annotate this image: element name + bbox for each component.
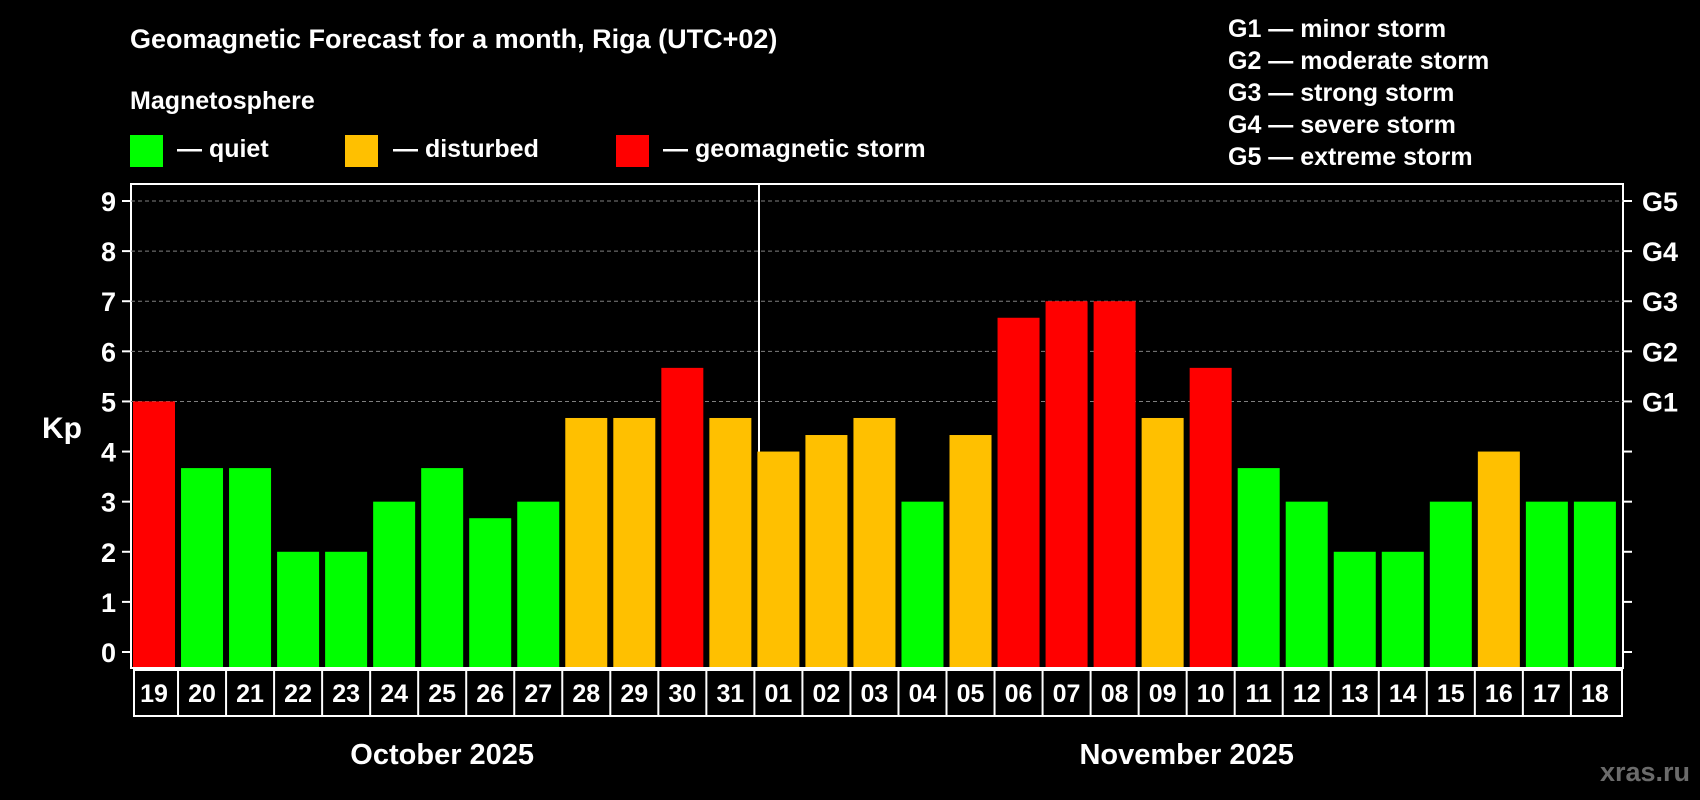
date-label: 18	[1581, 680, 1609, 708]
date-label: 11	[1245, 680, 1272, 708]
legend-storm-swatch	[616, 135, 649, 167]
g5-legend-text: G5 — extreme storm	[1228, 143, 1473, 171]
date-label: 29	[620, 680, 648, 708]
y-tick-label: 1	[101, 588, 116, 618]
date-label: 12	[1293, 680, 1321, 708]
date-label: 07	[1053, 680, 1081, 708]
g1-legend-text: G1 — minor storm	[1228, 15, 1446, 43]
date-label: 13	[1341, 680, 1369, 708]
watermark: xras.ru	[1600, 757, 1690, 787]
bar	[1141, 417, 1184, 667]
date-label: 04	[909, 680, 937, 708]
legend-title: Magnetosphere	[130, 87, 315, 115]
date-label: 14	[1389, 680, 1417, 708]
date-label: 15	[1437, 680, 1465, 708]
date-label: 09	[1149, 680, 1177, 708]
date-label: 06	[1005, 680, 1033, 708]
y-tick-label: 2	[101, 538, 116, 568]
date-label: 03	[861, 680, 889, 708]
bar	[1477, 451, 1520, 667]
bar	[517, 501, 560, 667]
bar	[565, 417, 608, 667]
chart-title: Geomagnetic Forecast for a month, Riga (…	[130, 24, 777, 54]
bar	[1093, 301, 1136, 667]
g2-legend-text: G2 — moderate storm	[1228, 47, 1489, 75]
date-label: 05	[957, 680, 985, 708]
legend-quiet-label: — quiet	[177, 135, 269, 163]
bar	[373, 501, 416, 667]
date-label: 08	[1101, 680, 1129, 708]
bar	[325, 551, 368, 667]
date-label: 16	[1485, 680, 1513, 708]
bar	[901, 501, 944, 667]
date-label: 25	[428, 680, 456, 708]
month-label: November 2025	[1079, 739, 1293, 771]
legend-quiet-swatch	[130, 135, 163, 167]
y-tick-label: 3	[101, 488, 116, 518]
bar	[229, 468, 272, 667]
y-tick-label: 9	[101, 187, 116, 217]
date-label: 28	[572, 680, 600, 708]
plot-area-frame	[130, 183, 1624, 669]
bar	[1429, 501, 1472, 667]
date-label: 31	[716, 680, 744, 708]
y-tick-label: 4	[101, 438, 116, 468]
date-label: 23	[332, 680, 360, 708]
bar	[1189, 367, 1232, 667]
date-row-frame	[133, 669, 1623, 717]
bar	[853, 417, 896, 667]
g-scale-label: G3	[1642, 287, 1678, 317]
g-scale-label: G5	[1642, 187, 1678, 217]
bar	[613, 417, 656, 667]
bar	[1237, 468, 1280, 667]
date-label: 26	[476, 680, 504, 708]
bar	[757, 451, 800, 667]
bar	[133, 401, 175, 667]
bar	[949, 435, 992, 667]
bar	[709, 417, 752, 667]
bar	[997, 317, 1040, 667]
bar	[181, 468, 224, 667]
bar	[1045, 301, 1088, 667]
y-tick-label: 0	[101, 638, 116, 668]
date-label: 20	[188, 680, 216, 708]
g-scale-label: G2	[1642, 337, 1678, 367]
date-label: 30	[668, 680, 696, 708]
date-label: 19	[140, 680, 168, 708]
bar	[661, 367, 704, 667]
y-tick-label: 6	[101, 337, 116, 367]
legend-storm-label: — geomagnetic storm	[663, 135, 926, 163]
month-label: October 2025	[350, 739, 534, 771]
y-axis-label: Kp	[42, 412, 82, 445]
g-scale-label: G1	[1642, 387, 1678, 417]
bar	[1381, 551, 1424, 667]
bar	[1573, 501, 1616, 667]
bar	[1285, 501, 1328, 667]
bar	[469, 518, 512, 667]
date-label: 01	[764, 680, 792, 708]
g3-legend-text: G3 — strong storm	[1228, 79, 1454, 107]
legend-disturbed-swatch	[345, 135, 378, 167]
y-tick-label: 5	[101, 387, 116, 417]
y-tick-label: 8	[101, 237, 116, 267]
date-label: 21	[236, 680, 264, 708]
g-scale-label: G4	[1642, 237, 1678, 267]
bar	[805, 435, 848, 667]
bar	[1333, 551, 1376, 667]
bar	[277, 551, 320, 667]
date-label: 02	[813, 680, 841, 708]
date-label: 24	[380, 680, 408, 708]
bar	[421, 468, 464, 667]
legend-disturbed-label: — disturbed	[393, 135, 539, 163]
bar	[1525, 501, 1568, 667]
date-label: 27	[524, 680, 552, 708]
date-label: 17	[1533, 680, 1561, 708]
date-label: 22	[284, 680, 312, 708]
g4-legend-text: G4 — severe storm	[1228, 111, 1456, 139]
date-label: 10	[1197, 680, 1225, 708]
y-tick-label: 7	[101, 287, 116, 317]
